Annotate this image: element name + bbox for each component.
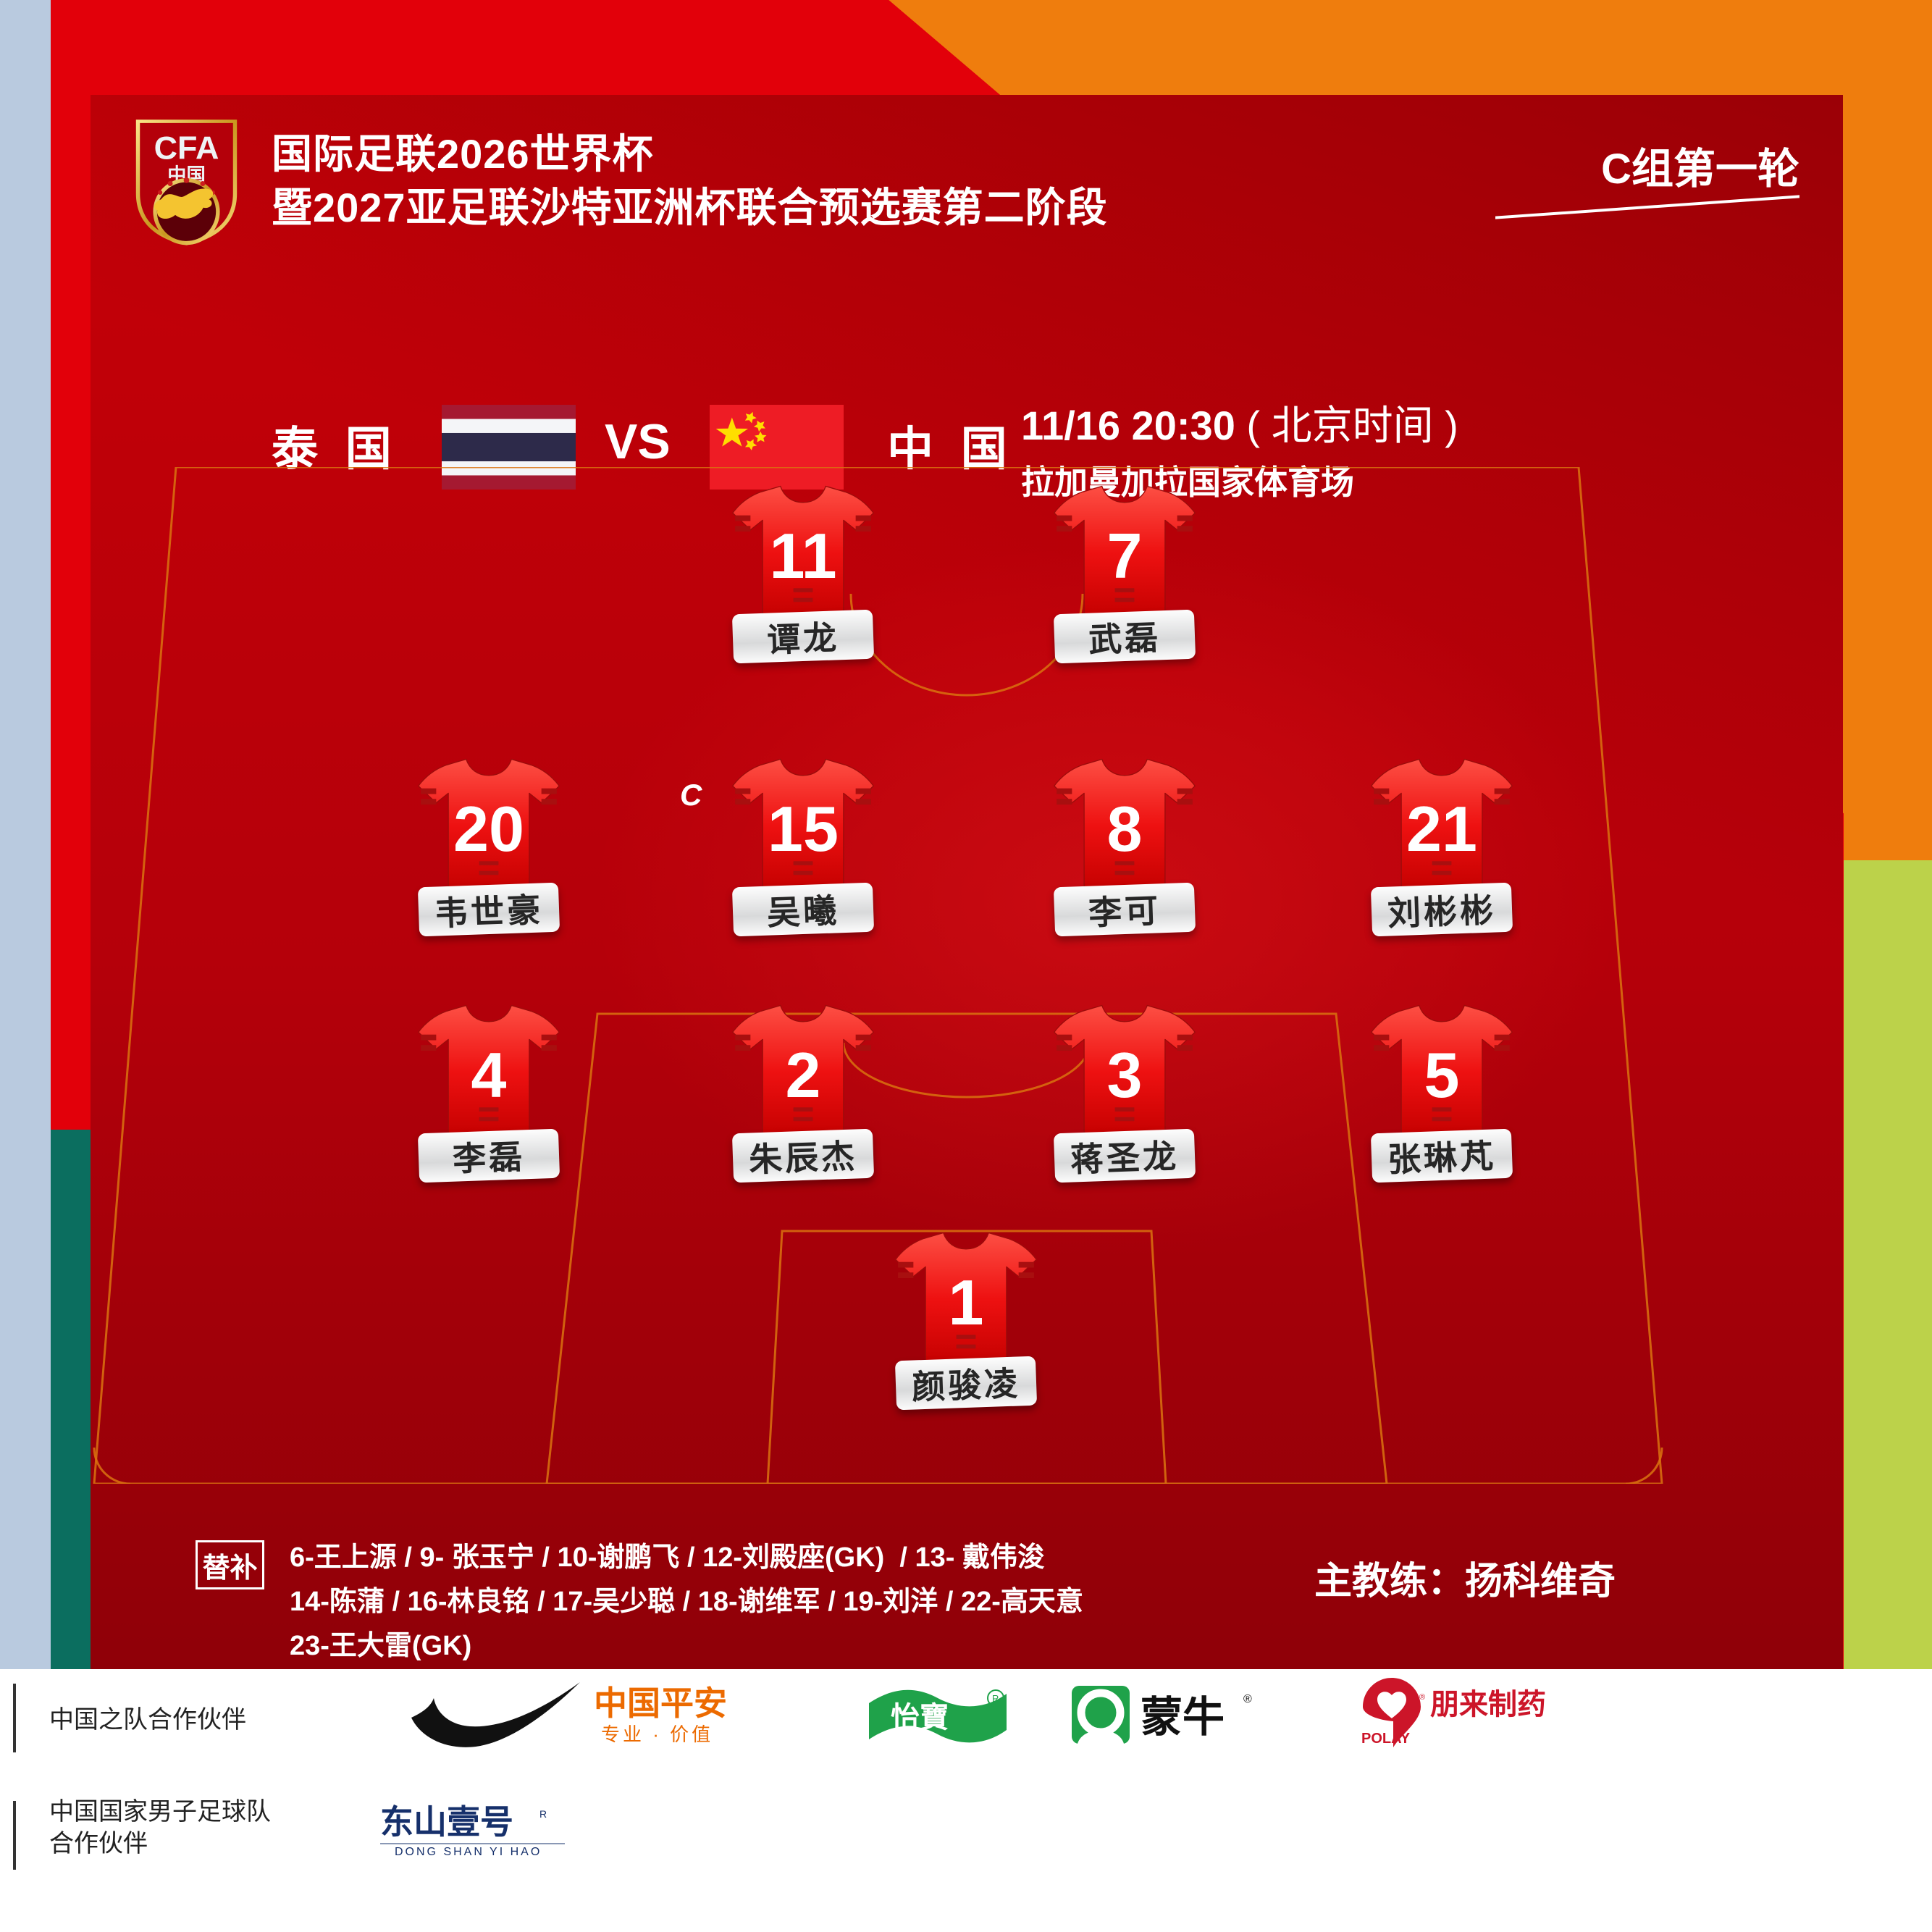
svg-text:R: R [539,1808,547,1820]
svg-text:DONG SHAN YI HAO: DONG SHAN YI HAO [395,1846,542,1858]
svg-text:蒙牛: 蒙牛 [1141,1694,1225,1741]
svg-text:®: ® [1419,1693,1425,1702]
svg-text:专业 · 价值: 专业 · 价值 [601,1723,713,1745]
svg-text:朋来制药: 朋来制药 [1430,1689,1546,1721]
svg-text:POLAY: POLAY [1361,1731,1411,1747]
svg-text:CFA: CFA [154,129,219,166]
svg-text:东山壹号: 东山壹号 [380,1803,513,1841]
svg-text:中国平安: 中国平安 [594,1684,727,1722]
svg-text:R: R [992,1693,999,1704]
svg-text:怡寶: 怡寶 [891,1702,949,1734]
svg-text:®: ® [1243,1693,1252,1705]
